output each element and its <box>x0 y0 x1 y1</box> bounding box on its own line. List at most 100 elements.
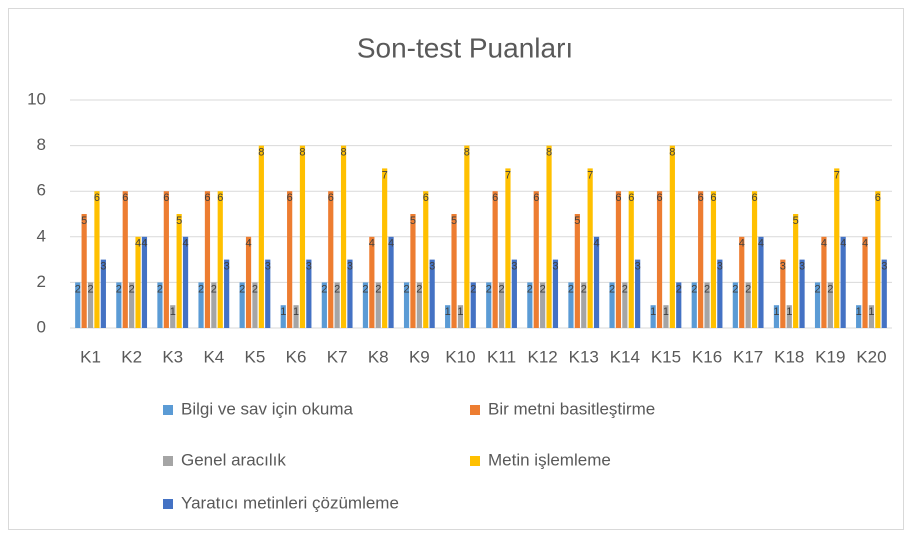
bar <box>299 145 306 328</box>
legend-swatch <box>470 405 480 415</box>
y-tick-label: 6 <box>37 181 46 200</box>
bar <box>656 191 663 328</box>
bar <box>533 191 539 328</box>
bar <box>135 236 141 328</box>
x-tick-label: K2 <box>121 347 142 366</box>
bar <box>347 259 353 328</box>
data-label: 8 <box>258 147 264 159</box>
bar <box>252 282 258 328</box>
bar <box>511 259 517 328</box>
bar <box>540 282 546 328</box>
bar <box>609 282 615 328</box>
bar <box>470 282 476 328</box>
bar <box>116 282 122 328</box>
bar <box>81 214 87 328</box>
data-label: 2 <box>116 283 122 295</box>
bar <box>258 145 264 328</box>
data-label: 4 <box>245 238 251 250</box>
data-label: 5 <box>451 215 457 227</box>
bar <box>334 282 340 328</box>
data-label: 2 <box>581 283 587 295</box>
data-label: 1 <box>650 306 656 318</box>
data-label: 2 <box>198 283 204 295</box>
bar <box>773 305 780 328</box>
data-label: 5 <box>574 215 580 227</box>
bar <box>780 259 786 328</box>
bar <box>635 259 641 328</box>
data-label: 1 <box>293 306 299 318</box>
bar <box>717 259 723 328</box>
y-tick-label: 2 <box>37 272 46 291</box>
legend-label: Metin işlemleme <box>488 450 611 469</box>
bar <box>498 282 505 328</box>
data-label: 1 <box>663 306 669 318</box>
legend-label: Bir metni basitleştirme <box>488 399 655 418</box>
bar <box>224 259 230 328</box>
data-label: 1 <box>786 306 792 318</box>
bar <box>622 282 628 328</box>
bar <box>875 191 881 328</box>
data-label: 6 <box>698 192 704 204</box>
data-label: 2 <box>676 283 682 295</box>
bar <box>758 236 764 328</box>
bar <box>94 191 100 328</box>
x-tick-label: K1 <box>80 347 101 366</box>
data-label: 7 <box>834 169 840 181</box>
bar <box>676 282 682 328</box>
data-label: 2 <box>732 283 738 295</box>
data-label: 3 <box>881 261 887 273</box>
bar <box>157 282 163 328</box>
bar <box>574 214 580 328</box>
bar <box>141 236 148 328</box>
bar <box>410 214 416 328</box>
data-label: 6 <box>533 192 539 204</box>
x-tick-label: K8 <box>368 347 389 366</box>
bar <box>75 282 81 328</box>
bar <box>581 282 587 328</box>
legend-swatch <box>163 499 173 509</box>
bar <box>416 282 422 328</box>
bar <box>821 236 827 328</box>
data-label: 2 <box>540 283 546 295</box>
x-tick-label: K10 <box>445 347 475 366</box>
data-label: 8 <box>546 147 552 159</box>
data-label: 6 <box>287 192 293 204</box>
bar <box>129 282 135 328</box>
bar <box>328 191 334 328</box>
data-label: 6 <box>122 192 128 204</box>
bar <box>204 191 211 328</box>
bar <box>732 282 738 328</box>
data-label: 6 <box>656 192 662 204</box>
data-label: 4 <box>182 238 188 250</box>
bar <box>568 282 574 328</box>
data-label: 2 <box>814 283 820 295</box>
y-tick-label: 4 <box>37 226 46 245</box>
data-label: 6 <box>615 192 621 204</box>
data-label: 2 <box>403 283 409 295</box>
data-label: 6 <box>751 192 757 204</box>
x-tick-label: K15 <box>651 347 681 366</box>
bar <box>698 191 704 328</box>
data-label: 6 <box>875 192 881 204</box>
bar <box>799 259 805 328</box>
bar <box>786 305 792 328</box>
y-tick-label: 0 <box>37 317 46 336</box>
data-label: 4 <box>369 238 375 250</box>
bar <box>704 282 710 328</box>
data-label: 8 <box>669 147 675 159</box>
data-label: 2 <box>622 283 628 295</box>
bar <box>793 214 799 328</box>
data-label: 2 <box>527 283 533 295</box>
bar <box>587 168 593 328</box>
bar <box>170 305 176 328</box>
data-label: 1 <box>280 306 286 318</box>
bar <box>628 191 634 328</box>
bar <box>814 282 821 328</box>
data-label: 2 <box>75 283 81 295</box>
data-label: 1 <box>868 306 874 318</box>
bar <box>280 305 286 328</box>
data-label: 8 <box>340 147 346 159</box>
x-tick-label: K14 <box>610 347 640 366</box>
legend-label: Yaratıcı metinleri çözümleme <box>181 493 399 512</box>
